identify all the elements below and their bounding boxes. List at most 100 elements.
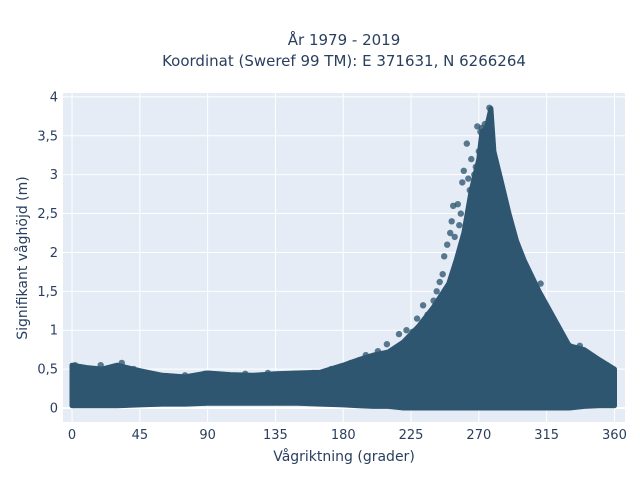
x-tick-label: 0 xyxy=(68,428,76,443)
data-point xyxy=(130,365,137,373)
data-point xyxy=(609,365,617,373)
data-point xyxy=(480,165,487,172)
x-tick-label: 360 xyxy=(602,428,627,443)
data-point xyxy=(389,354,397,361)
x-tick-label: 315 xyxy=(534,428,559,443)
chart-title-line1: År 1979 - 2019 xyxy=(288,30,401,49)
data-point xyxy=(596,362,603,369)
data-point xyxy=(469,198,476,206)
data-point xyxy=(430,297,437,304)
data-point xyxy=(424,311,431,318)
data-point xyxy=(264,369,272,377)
data-point xyxy=(403,327,410,334)
x-tick-label: 225 xyxy=(399,428,424,443)
x-tick-label: 180 xyxy=(331,428,356,443)
data-point xyxy=(520,264,528,272)
data-point xyxy=(555,328,562,335)
data-point xyxy=(570,348,577,356)
data-point xyxy=(201,370,208,377)
data-point xyxy=(456,222,463,229)
y-tick-label: 2,5 xyxy=(37,207,58,222)
chart-title-line2: Koordinat (Sweref 99 TM): E 371631, N 62… xyxy=(162,52,526,70)
data-point xyxy=(441,253,448,260)
data-point xyxy=(118,359,126,367)
data-point xyxy=(447,229,454,237)
data-point xyxy=(86,365,94,373)
data-point xyxy=(444,241,451,248)
data-point xyxy=(97,362,104,369)
data-point xyxy=(383,341,391,348)
data-point xyxy=(487,132,495,139)
data-point xyxy=(566,342,573,349)
data-point xyxy=(499,210,507,217)
data-point xyxy=(439,271,446,278)
data-point xyxy=(489,163,496,171)
data-point xyxy=(362,351,369,359)
data-point xyxy=(514,253,522,260)
y-tick-label: 3 xyxy=(50,168,58,183)
data-point xyxy=(216,371,223,378)
data-point xyxy=(147,370,154,377)
data-point xyxy=(548,315,555,322)
data-point xyxy=(459,179,466,186)
data-point xyxy=(582,356,589,363)
data-point xyxy=(328,365,335,373)
data-point xyxy=(511,245,519,252)
data-point xyxy=(492,171,499,178)
data-point xyxy=(457,210,464,217)
y-tick-labels: 0 0,5 1 1,5 2 2,5 3 3,5 4 xyxy=(37,90,58,416)
x-tick-label: 90 xyxy=(199,428,216,443)
data-point xyxy=(508,233,516,241)
x-tick-label: 135 xyxy=(263,428,288,443)
data-point xyxy=(419,302,427,309)
data-point xyxy=(576,342,583,349)
data-point xyxy=(523,271,531,278)
y-tick-label: 2 xyxy=(50,246,58,261)
y-tick-label: 3,5 xyxy=(37,129,58,144)
data-point xyxy=(588,358,596,365)
data-point xyxy=(448,218,455,225)
point-cloud-area xyxy=(69,106,617,411)
x-tick-labels: 0 45 90 135 180 225 270 315 360 xyxy=(68,428,627,443)
data-point xyxy=(490,155,498,163)
data-point xyxy=(309,369,317,377)
y-tick-label: 0 xyxy=(50,402,58,417)
data-point xyxy=(495,194,502,202)
data-point xyxy=(454,201,461,208)
data-point xyxy=(537,280,544,287)
data-point xyxy=(463,140,470,147)
data-point xyxy=(483,140,490,147)
x-axis-title: Vågriktning (grader) xyxy=(273,448,415,465)
y-axis-title: Signifikant våghöjd (m) xyxy=(14,176,31,339)
data-point xyxy=(534,294,541,301)
data-point xyxy=(538,303,546,311)
data-point xyxy=(163,372,171,380)
data-point xyxy=(475,148,482,155)
data-point xyxy=(242,370,249,377)
y-tick-label: 0,5 xyxy=(37,363,58,378)
data-point xyxy=(433,288,440,295)
data-point xyxy=(486,104,493,112)
y-tick-label: 1,5 xyxy=(37,285,58,300)
x-tick-label: 270 xyxy=(466,428,491,443)
data-point xyxy=(400,348,407,356)
data-point xyxy=(471,171,478,178)
data-point xyxy=(409,328,416,335)
data-point xyxy=(181,372,189,379)
data-point xyxy=(111,365,118,373)
data-point xyxy=(481,120,489,128)
data-point xyxy=(472,163,479,171)
data-point xyxy=(76,364,83,371)
data-point xyxy=(466,187,473,194)
point-cloud xyxy=(69,106,617,411)
data-point xyxy=(436,278,443,286)
data-points xyxy=(71,104,617,380)
data-point xyxy=(496,175,504,182)
data-point xyxy=(374,348,382,355)
data-point xyxy=(529,284,537,291)
y-tick-label: 4 xyxy=(50,90,58,105)
data-point xyxy=(603,362,611,369)
data-point xyxy=(498,202,505,209)
data-point xyxy=(493,183,501,190)
data-point xyxy=(484,148,492,155)
